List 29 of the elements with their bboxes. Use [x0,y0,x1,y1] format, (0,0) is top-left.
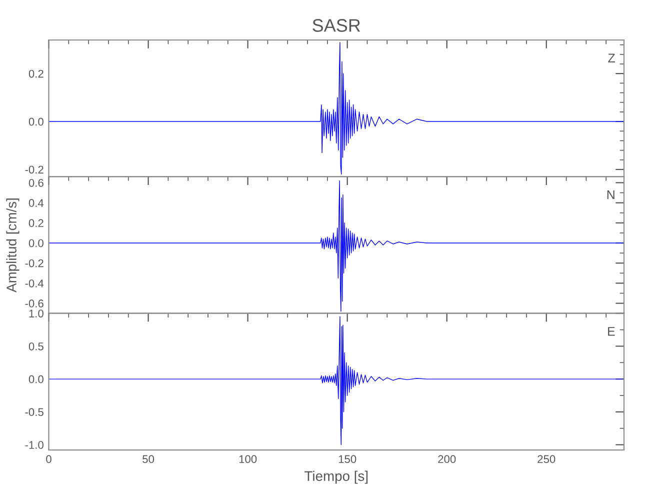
x-tick-label: 50 [142,455,154,464]
annotation: Z [608,54,615,62]
y-tick-label: -0.5 [25,408,44,416]
y-tick-label: -1.0 [25,441,44,449]
line-series [48,316,624,446]
x-tick-label: 150 [338,455,356,464]
y-tick-label: 0.0 [28,118,44,126]
y-tick-label: 0.5 [28,342,44,350]
y-tick-label: -0.2 [25,166,44,174]
y-tick-label: 0.0 [28,375,44,384]
y-tick-label: -0.2 [25,259,44,268]
y-tick-label: -0.6 [25,300,44,308]
y-tick-label: 0.2 [28,219,44,228]
x-axis-title: Tiempo [s] [304,470,368,484]
line-series [48,42,624,175]
annotation: N [607,190,614,200]
x-tick-label: 250 [538,455,556,464]
annotation: E [608,327,615,336]
y-tick-label: -0.4 [25,279,44,288]
y-axis-title: Amplitud [cm/s] [6,198,20,292]
chart-title: SASR [312,19,360,32]
x-tick-label: 200 [438,455,456,464]
y-tick-label: 0.2 [28,70,44,78]
y-tick-label: 0.0 [28,239,44,248]
x-tick-label: 0 [46,455,52,464]
y-tick-label: 1.0 [29,310,44,318]
y-tick-label: 0.4 [28,199,44,207]
x-tick-label: 100 [239,455,257,464]
y-tick-label: 0.6 [28,178,44,187]
